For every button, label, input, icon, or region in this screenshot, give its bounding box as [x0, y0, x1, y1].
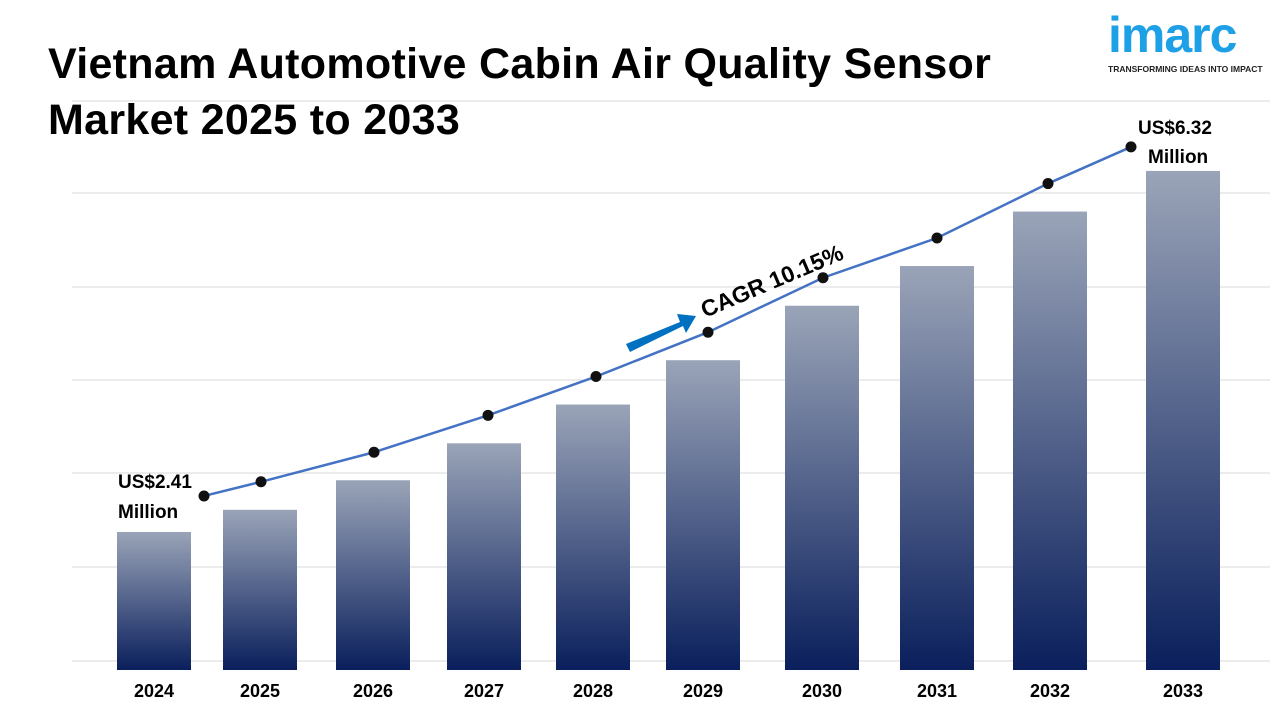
trend-point	[1042, 178, 1054, 190]
trend-point	[817, 272, 829, 284]
imarc-logo: imarc TRANSFORMING IDEAS INTO IMPACT	[1108, 6, 1278, 74]
bar-2025	[223, 509, 297, 670]
bar-2028	[556, 404, 630, 670]
cagr-arrow-icon	[626, 314, 696, 352]
bar-2026	[336, 480, 410, 670]
x-tick-label: 2024	[134, 681, 174, 701]
logo-word: imarc	[1108, 7, 1237, 63]
chart-title: Vietnam Automotive Cabin Air Quality Sen…	[48, 40, 992, 144]
trend-line	[203, 145, 1132, 498]
bar-2024	[117, 531, 191, 670]
bar-2029	[666, 360, 740, 670]
x-tick-label: 2033	[1163, 681, 1203, 701]
bar-2027	[447, 443, 521, 670]
trend-point	[198, 490, 210, 502]
x-tick-label: 2030	[802, 681, 842, 701]
trend-point	[482, 409, 494, 421]
x-tick-label: 2026	[353, 681, 393, 701]
start-value-label: US$2.41	[118, 472, 192, 493]
logo-tagline: TRANSFORMING IDEAS INTO IMPACT	[1108, 64, 1263, 74]
bar-2032	[1013, 211, 1087, 670]
x-tick-label: 2027	[464, 681, 504, 701]
start-unit-label: Million	[118, 502, 178, 523]
trend-point	[255, 476, 267, 488]
x-tick-label: 2028	[573, 681, 613, 701]
bar-2033	[1146, 170, 1220, 671]
bar-2030	[785, 305, 859, 670]
end-unit-label: Million	[1148, 147, 1208, 168]
x-tick-label: 2029	[683, 681, 723, 701]
trend-point	[1125, 141, 1137, 153]
trend-point	[590, 371, 602, 383]
bar-2031	[900, 266, 974, 670]
x-tick-label: 2025	[240, 681, 280, 701]
end-value-label: US$6.32	[1138, 118, 1212, 139]
trend-point	[931, 232, 943, 244]
x-tick-label: 2031	[917, 681, 957, 701]
x-tick-label: 2032	[1030, 681, 1070, 701]
trend-point	[702, 326, 714, 338]
trend-point	[368, 446, 380, 458]
